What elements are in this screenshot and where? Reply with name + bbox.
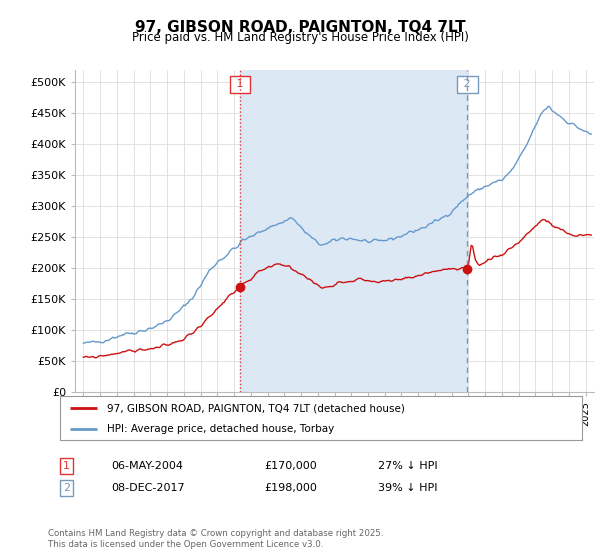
Text: HPI: Average price, detached house, Torbay: HPI: Average price, detached house, Torb… [107,424,334,433]
Text: 97, GIBSON ROAD, PAIGNTON, TQ4 7LT (detached house): 97, GIBSON ROAD, PAIGNTON, TQ4 7LT (deta… [107,403,405,413]
Text: 97, GIBSON ROAD, PAIGNTON, TQ4 7LT: 97, GIBSON ROAD, PAIGNTON, TQ4 7LT [134,20,466,35]
Text: Price paid vs. HM Land Registry's House Price Index (HPI): Price paid vs. HM Land Registry's House … [131,31,469,44]
Text: 39% ↓ HPI: 39% ↓ HPI [378,483,437,493]
Bar [240,70,467,392]
Text: 27% ↓ HPI: 27% ↓ HPI [378,461,437,471]
Text: Contains HM Land Registry data © Crown copyright and database right 2025.
This d: Contains HM Land Registry data © Crown c… [48,529,383,549]
Text: 06-MAY-2004: 06-MAY-2004 [111,461,183,471]
Text: £198,000: £198,000 [264,483,317,493]
Text: 1: 1 [233,80,247,89]
Text: £170,000: £170,000 [264,461,317,471]
Text: 1: 1 [63,461,70,471]
Text: 2: 2 [460,80,475,89]
Text: 08-DEC-2017: 08-DEC-2017 [111,483,185,493]
Text: 2: 2 [63,483,70,493]
